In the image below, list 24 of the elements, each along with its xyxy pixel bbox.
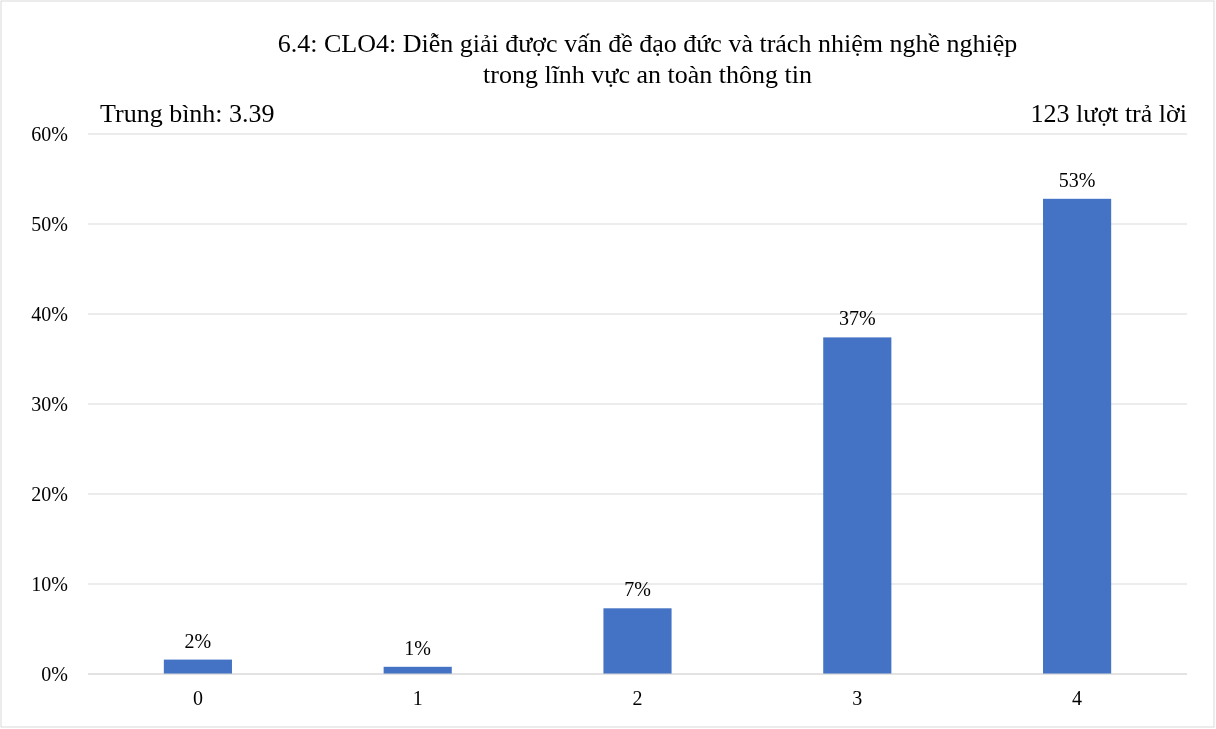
y-tick-label: 40%	[31, 303, 68, 325]
x-tick-label: 4	[1072, 687, 1083, 709]
data-label: 7%	[624, 578, 651, 601]
x-tick-label: 0	[192, 687, 203, 709]
y-tick-label: 10%	[31, 573, 68, 595]
x-tick-label: 1	[412, 687, 423, 709]
y-tick-label: 0%	[41, 663, 68, 685]
x-tick-label: 2	[632, 687, 643, 709]
text: Trung bình: 3.39	[100, 99, 275, 128]
data-label: 2%	[184, 629, 212, 652]
x-tick-label: 3	[852, 687, 863, 709]
y-tick-label: 30%	[31, 393, 68, 415]
y-tick-label: 60%	[31, 123, 68, 145]
bar	[1043, 198, 1112, 674]
chart-title: 6.4: CLO4: Diễn giải được vấn đề đạo đức và trách nhiệm nghề nghiệp trong lĩnh vực an toàn thông tin	[277, 29, 1018, 89]
text: 123 lượt trả lời	[1030, 99, 1187, 128]
bar	[823, 337, 892, 674]
bar	[603, 608, 672, 674]
data-label: 37%	[838, 307, 876, 330]
y-tick-label: 50%	[31, 213, 68, 235]
y-tick-label: 20%	[31, 483, 68, 505]
data-label: 1%	[404, 636, 432, 659]
bar	[163, 659, 232, 674]
data-label: 53%	[1058, 168, 1096, 191]
